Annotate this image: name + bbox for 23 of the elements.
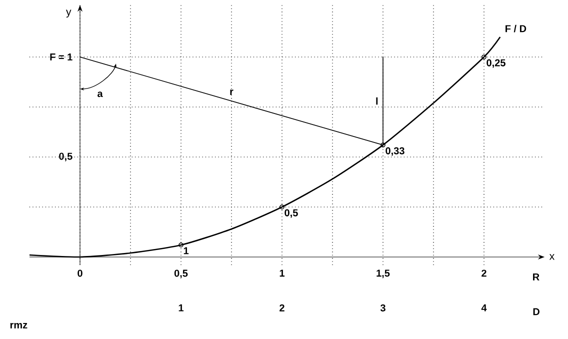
x-tick-label: 0 bbox=[78, 270, 82, 277]
text: R bbox=[533, 274, 540, 280]
x2-tick-label: 3 bbox=[380, 304, 386, 312]
annotation: 0,5 bbox=[284, 209, 298, 218]
x-tick-label: 1 bbox=[280, 270, 285, 277]
annotation: 0,33 bbox=[386, 147, 404, 156]
series-label: r bbox=[230, 90, 234, 95]
x2-tick-label: 1 bbox=[178, 304, 184, 312]
x-tick-label: 1,5 bbox=[376, 270, 390, 278]
x2-axis-title: D bbox=[533, 308, 540, 316]
annotation: 0,25 bbox=[486, 59, 506, 68]
annotation: 1 bbox=[184, 247, 189, 254]
x2-tick-label: 2 bbox=[280, 304, 284, 312]
x2-tick-label: 4 bbox=[481, 304, 487, 312]
series-label: l bbox=[376, 97, 378, 105]
x-tick-label: 0,5 bbox=[174, 270, 188, 278]
annotation: a bbox=[98, 92, 103, 98]
y-tick-label: F = 1 bbox=[50, 54, 72, 60]
x-axis-title: x bbox=[549, 254, 555, 260]
x-tick-label: 2 bbox=[482, 270, 486, 277]
y-axis-title: y bbox=[66, 10, 72, 18]
text: rmz bbox=[10, 322, 28, 328]
series-label: F / D bbox=[506, 24, 526, 32]
